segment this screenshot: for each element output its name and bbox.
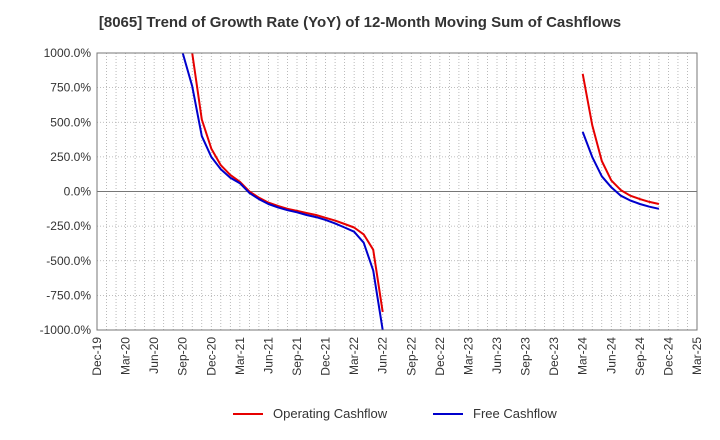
x-tick-label: Mar-23 xyxy=(461,337,475,375)
y-tick-label: -250.0% xyxy=(46,219,91,233)
series-line-free-cashflow xyxy=(181,53,384,330)
legend-label-operating-cashflow: Operating Cashflow xyxy=(273,406,388,421)
x-tick-label: Sep-21 xyxy=(290,337,304,376)
x-tick-label: Dec-20 xyxy=(204,337,218,376)
x-tick-label: Mar-20 xyxy=(119,337,133,375)
x-tick-label: Jun-20 xyxy=(147,337,161,374)
y-tick-label: 750.0% xyxy=(50,81,91,95)
series-line-operating-cashflow xyxy=(191,53,384,313)
x-tick-label: Mar-21 xyxy=(233,337,247,375)
x-tick-label: Dec-24 xyxy=(661,337,675,376)
x-tick-label: Jun-24 xyxy=(604,337,618,374)
series-line-operating-cashflow xyxy=(581,73,660,205)
x-tick-label: Sep-22 xyxy=(404,337,418,376)
y-tick-label: 500.0% xyxy=(50,115,91,129)
y-tick-label: -1000.0% xyxy=(40,323,92,337)
legend-item-operating-cashflow: Operating Cashflow xyxy=(233,406,387,421)
x-tick-label: Mar-25 xyxy=(690,337,704,375)
x-tick-label: Mar-24 xyxy=(576,337,590,375)
y-tick-label: -500.0% xyxy=(46,254,91,268)
legend-swatch-operating-cashflow xyxy=(233,412,263,415)
x-tick-label: Mar-22 xyxy=(347,337,361,375)
y-tick-label: 1000.0% xyxy=(44,46,92,60)
x-tick-label: Jun-21 xyxy=(261,337,275,374)
legend-label-free-cashflow: Free Cashflow xyxy=(473,406,557,421)
chart-legend: Operating Cashflow Free Cashflow xyxy=(0,402,720,426)
x-tick-label: Sep-24 xyxy=(633,337,647,376)
legend-swatch-free-cashflow xyxy=(433,412,463,415)
y-tick-label: -750.0% xyxy=(46,288,91,302)
x-tick-label: Jun-23 xyxy=(490,337,504,374)
y-tick-label: 0.0% xyxy=(64,185,92,199)
chart-title: [8065] Trend of Growth Rate (YoY) of 12-… xyxy=(98,14,622,31)
plot-border xyxy=(96,52,698,331)
x-tick-label: Sep-20 xyxy=(176,337,190,376)
x-tick-label: Dec-23 xyxy=(547,337,561,376)
series-line-free-cashflow xyxy=(581,131,660,210)
legend-item-free-cashflow: Free Cashflow xyxy=(433,406,557,421)
y-tick-label: 250.0% xyxy=(50,150,91,164)
x-tick-label: Jun-22 xyxy=(376,337,390,374)
x-tick-label: Dec-21 xyxy=(319,337,333,376)
x-tick-label: Dec-22 xyxy=(433,337,447,376)
x-tick-label: Dec-19 xyxy=(90,337,104,376)
x-tick-label: Sep-23 xyxy=(519,337,533,376)
